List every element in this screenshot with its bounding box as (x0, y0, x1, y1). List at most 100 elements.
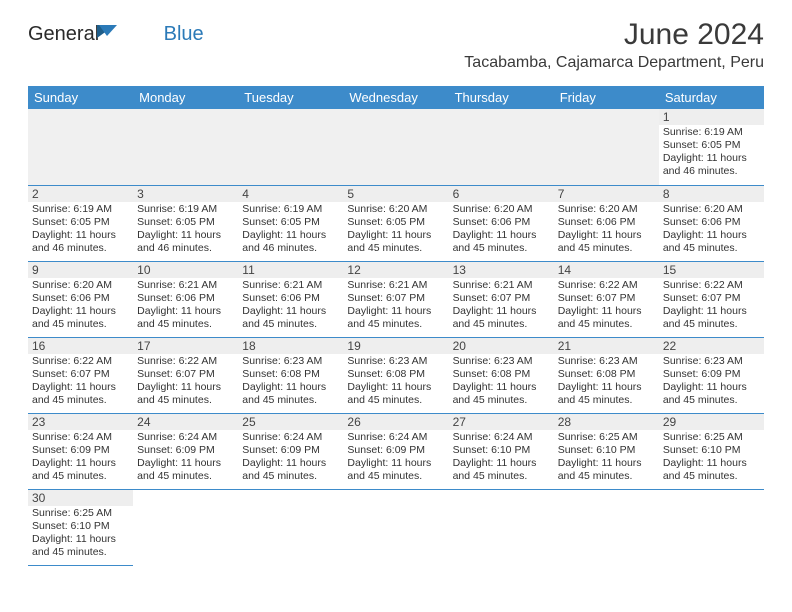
sunrise-line: Sunrise: 6:23 AM (453, 355, 550, 368)
sunset-line: Sunset: 6:08 PM (558, 368, 655, 381)
day-number: 17 (133, 338, 238, 354)
weekday-header: Friday (554, 86, 659, 109)
sunrise-line: Sunrise: 6:22 AM (32, 355, 129, 368)
sunrise-line: Sunrise: 6:23 AM (663, 355, 760, 368)
sunset-line: Sunset: 6:10 PM (663, 444, 760, 457)
daylight-line: Daylight: 11 hours and 45 minutes. (558, 229, 655, 255)
sunset-line: Sunset: 6:05 PM (137, 216, 234, 229)
calendar-cell: 15Sunrise: 6:22 AMSunset: 6:07 PMDayligh… (659, 261, 764, 337)
daylight-line: Daylight: 11 hours and 45 minutes. (347, 457, 444, 483)
day-details: Sunrise: 6:21 AMSunset: 6:07 PMDaylight:… (449, 278, 554, 333)
day-number: 3 (133, 186, 238, 202)
calendar-cell: 19Sunrise: 6:23 AMSunset: 6:08 PMDayligh… (343, 337, 448, 413)
calendar-cell: 3Sunrise: 6:19 AMSunset: 6:05 PMDaylight… (133, 185, 238, 261)
calendar-cell: 1Sunrise: 6:19 AMSunset: 6:05 PMDaylight… (659, 109, 764, 185)
day-number: 4 (238, 186, 343, 202)
calendar-row: 30Sunrise: 6:25 AMSunset: 6:10 PMDayligh… (28, 489, 764, 565)
sunset-line: Sunset: 6:10 PM (32, 520, 129, 533)
calendar-cell (343, 489, 448, 565)
day-details: Sunrise: 6:20 AMSunset: 6:06 PMDaylight:… (554, 202, 659, 257)
day-number: 25 (238, 414, 343, 430)
calendar-cell (554, 109, 659, 185)
day-details: Sunrise: 6:21 AMSunset: 6:06 PMDaylight:… (133, 278, 238, 333)
weekday-header: Wednesday (343, 86, 448, 109)
daylight-line: Daylight: 11 hours and 45 minutes. (663, 381, 760, 407)
calendar-cell: 5Sunrise: 6:20 AMSunset: 6:05 PMDaylight… (343, 185, 448, 261)
calendar-cell: 11Sunrise: 6:21 AMSunset: 6:06 PMDayligh… (238, 261, 343, 337)
day-number: 23 (28, 414, 133, 430)
sunrise-line: Sunrise: 6:19 AM (242, 203, 339, 216)
day-details: Sunrise: 6:24 AMSunset: 6:10 PMDaylight:… (449, 430, 554, 485)
sunset-line: Sunset: 6:06 PM (137, 292, 234, 305)
calendar-cell: 26Sunrise: 6:24 AMSunset: 6:09 PMDayligh… (343, 413, 448, 489)
day-number: 10 (133, 262, 238, 278)
day-details: Sunrise: 6:19 AMSunset: 6:05 PMDaylight:… (28, 202, 133, 257)
sunset-line: Sunset: 6:07 PM (453, 292, 550, 305)
sunset-line: Sunset: 6:06 PM (558, 216, 655, 229)
day-details: Sunrise: 6:20 AMSunset: 6:06 PMDaylight:… (28, 278, 133, 333)
sunset-line: Sunset: 6:06 PM (242, 292, 339, 305)
day-number: 7 (554, 186, 659, 202)
calendar-row: 23Sunrise: 6:24 AMSunset: 6:09 PMDayligh… (28, 413, 764, 489)
day-number: 28 (554, 414, 659, 430)
day-details: Sunrise: 6:22 AMSunset: 6:07 PMDaylight:… (554, 278, 659, 333)
sunset-line: Sunset: 6:06 PM (32, 292, 129, 305)
weekday-header: Thursday (449, 86, 554, 109)
sunrise-line: Sunrise: 6:24 AM (453, 431, 550, 444)
sunrise-line: Sunrise: 6:20 AM (453, 203, 550, 216)
calendar-cell: 28Sunrise: 6:25 AMSunset: 6:10 PMDayligh… (554, 413, 659, 489)
daylight-line: Daylight: 11 hours and 45 minutes. (453, 457, 550, 483)
calendar-cell: 21Sunrise: 6:23 AMSunset: 6:08 PMDayligh… (554, 337, 659, 413)
weekday-header: Saturday (659, 86, 764, 109)
calendar-cell (238, 109, 343, 185)
calendar-cell: 18Sunrise: 6:23 AMSunset: 6:08 PMDayligh… (238, 337, 343, 413)
sunset-line: Sunset: 6:10 PM (558, 444, 655, 457)
calendar-cell: 27Sunrise: 6:24 AMSunset: 6:10 PMDayligh… (449, 413, 554, 489)
sunrise-line: Sunrise: 6:23 AM (558, 355, 655, 368)
daylight-line: Daylight: 11 hours and 45 minutes. (347, 229, 444, 255)
daylight-line: Daylight: 11 hours and 45 minutes. (137, 305, 234, 331)
sunrise-line: Sunrise: 6:24 AM (32, 431, 129, 444)
day-number: 29 (659, 414, 764, 430)
day-number: 18 (238, 338, 343, 354)
day-number: 27 (449, 414, 554, 430)
day-number: 9 (28, 262, 133, 278)
sunset-line: Sunset: 6:07 PM (32, 368, 129, 381)
sunrise-line: Sunrise: 6:20 AM (558, 203, 655, 216)
sunrise-line: Sunrise: 6:23 AM (347, 355, 444, 368)
sunset-line: Sunset: 6:09 PM (137, 444, 234, 457)
sunset-line: Sunset: 6:08 PM (347, 368, 444, 381)
calendar-cell: 7Sunrise: 6:20 AMSunset: 6:06 PMDaylight… (554, 185, 659, 261)
calendar-cell: 12Sunrise: 6:21 AMSunset: 6:07 PMDayligh… (343, 261, 448, 337)
calendar-cell: 9Sunrise: 6:20 AMSunset: 6:06 PMDaylight… (28, 261, 133, 337)
day-details: Sunrise: 6:19 AMSunset: 6:05 PMDaylight:… (238, 202, 343, 257)
daylight-line: Daylight: 11 hours and 45 minutes. (242, 381, 339, 407)
calendar-cell (133, 109, 238, 185)
calendar-table: Sunday Monday Tuesday Wednesday Thursday… (28, 86, 764, 566)
daylight-line: Daylight: 11 hours and 45 minutes. (663, 229, 760, 255)
day-number: 13 (449, 262, 554, 278)
sunset-line: Sunset: 6:09 PM (242, 444, 339, 457)
day-details: Sunrise: 6:22 AMSunset: 6:07 PMDaylight:… (28, 354, 133, 409)
sunrise-line: Sunrise: 6:20 AM (663, 203, 760, 216)
daylight-line: Daylight: 11 hours and 46 minutes. (663, 152, 760, 178)
daylight-line: Daylight: 11 hours and 45 minutes. (453, 305, 550, 331)
sunset-line: Sunset: 6:09 PM (347, 444, 444, 457)
sunrise-line: Sunrise: 6:21 AM (137, 279, 234, 292)
sunset-line: Sunset: 6:08 PM (242, 368, 339, 381)
daylight-line: Daylight: 11 hours and 45 minutes. (347, 381, 444, 407)
sunset-line: Sunset: 6:05 PM (663, 139, 760, 152)
day-number: 16 (28, 338, 133, 354)
sunrise-line: Sunrise: 6:20 AM (32, 279, 129, 292)
day-details: Sunrise: 6:23 AMSunset: 6:08 PMDaylight:… (343, 354, 448, 409)
brand-flag-icon (97, 22, 121, 43)
brand-word2: Blue (164, 23, 204, 45)
day-details: Sunrise: 6:23 AMSunset: 6:08 PMDaylight:… (238, 354, 343, 409)
calendar-row: 2Sunrise: 6:19 AMSunset: 6:05 PMDaylight… (28, 185, 764, 261)
calendar-cell (343, 109, 448, 185)
calendar-cell (238, 489, 343, 565)
day-number: 1 (659, 109, 764, 125)
daylight-line: Daylight: 11 hours and 45 minutes. (32, 305, 129, 331)
daylight-line: Daylight: 11 hours and 45 minutes. (137, 457, 234, 483)
day-number: 19 (343, 338, 448, 354)
